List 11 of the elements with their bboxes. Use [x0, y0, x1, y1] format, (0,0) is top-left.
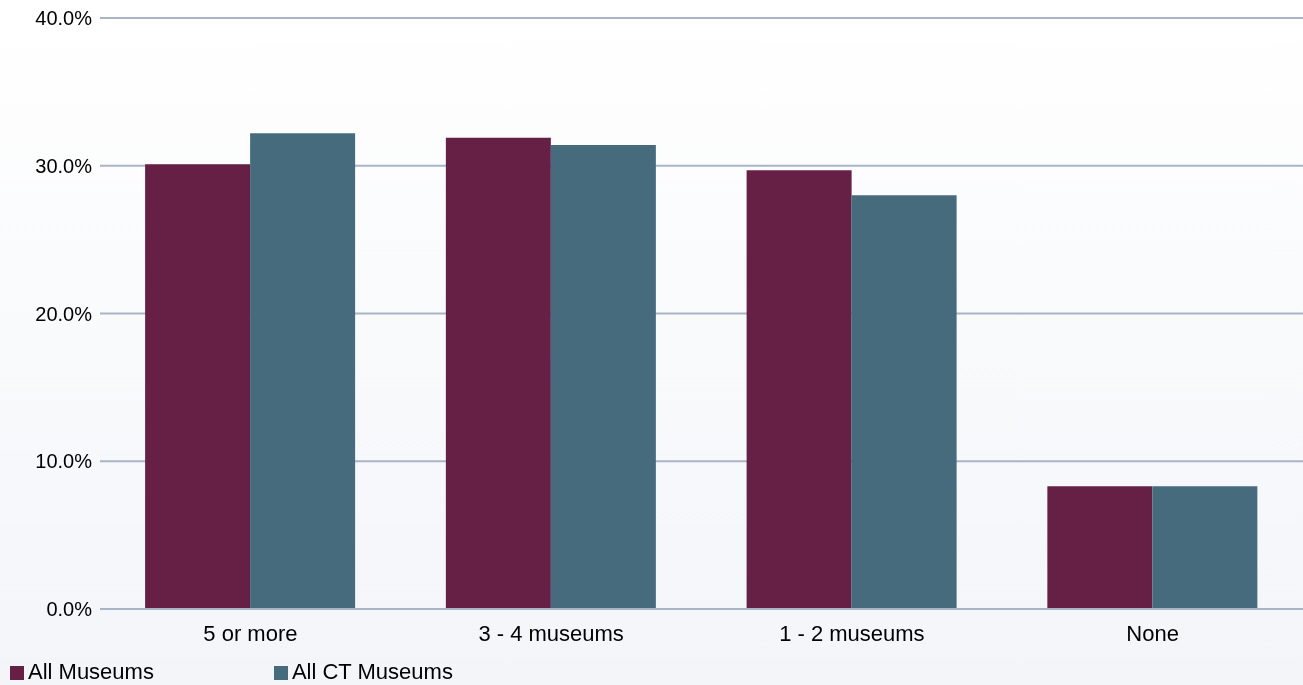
y-tick-label: 20.0% [35, 302, 93, 325]
y-tick-label: 0.0% [46, 598, 93, 621]
legend-label: All Museums [28, 659, 154, 684]
legend-label: All CT Museums [291, 659, 453, 684]
x-tick-label: None [1126, 620, 1179, 646]
y-tick-label: 10.0% [35, 450, 93, 473]
y-tick-label: 40.0% [35, 7, 93, 30]
x-tick-label: 1 - 2 museums [779, 620, 925, 646]
y-tick-label: 30.0% [35, 154, 93, 177]
x-tick-label: 5 or more [203, 620, 298, 646]
x-tick-label: 3 - 4 museums [478, 620, 624, 646]
